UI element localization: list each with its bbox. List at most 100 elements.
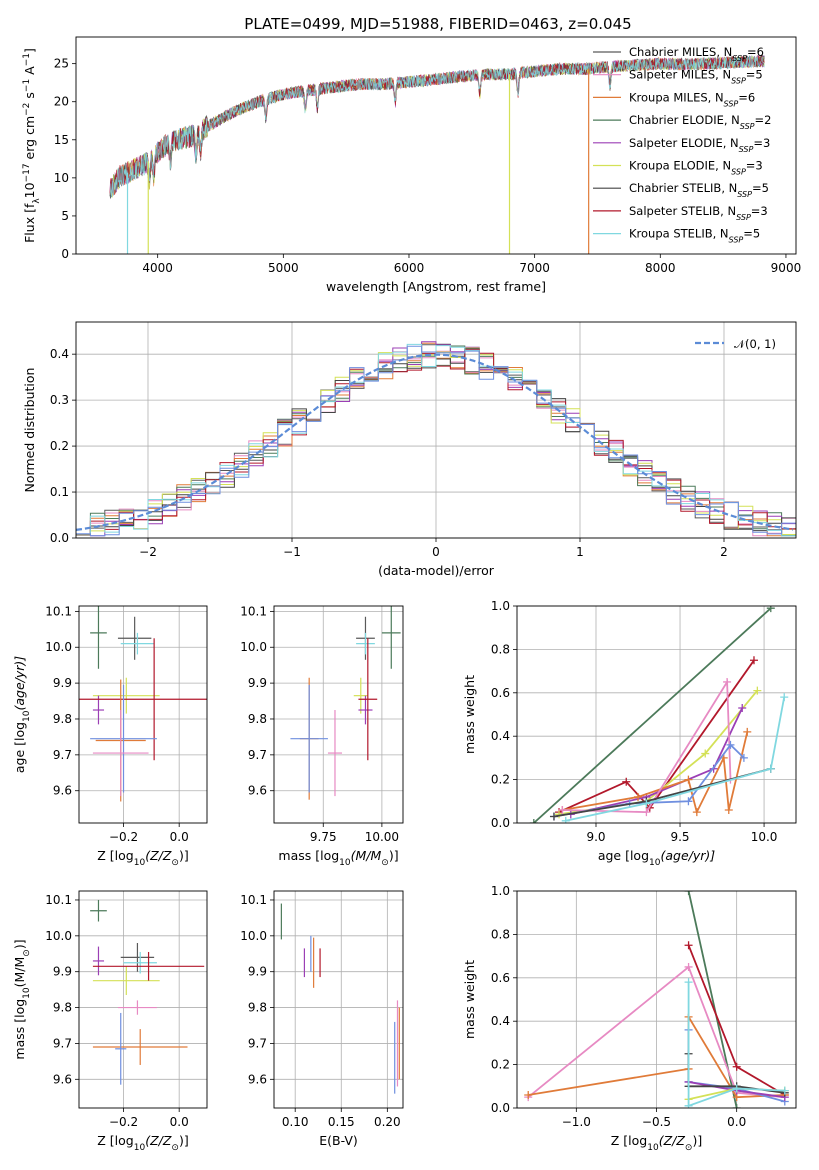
x-tick-label: 0.0 xyxy=(170,830,189,844)
y-tick-label: 9.8 xyxy=(53,712,72,726)
x-tick-label: 0.10 xyxy=(282,1115,309,1129)
legend-entry: Chabrier ELODIE, NSSP=2 xyxy=(629,113,771,131)
legend-entry: Salpeter ELODIE, NSSP=3 xyxy=(629,136,770,154)
label-part: (age/yr)] xyxy=(660,848,715,863)
weight-marker xyxy=(684,978,693,987)
plot-area xyxy=(90,899,205,1085)
label-part: Salpeter MILES, N xyxy=(629,68,731,82)
weight-marker xyxy=(732,1062,741,1071)
label-part: =3 xyxy=(751,204,768,218)
label-part: 10 xyxy=(22,710,32,722)
y-tick-label: 5 xyxy=(61,209,69,223)
label-part: )] xyxy=(12,939,27,949)
y-tick-label: 0.2 xyxy=(491,1058,510,1072)
label-part: Z [log xyxy=(611,1133,647,1148)
weight-marker xyxy=(766,606,775,613)
label-part: age [log xyxy=(598,848,649,863)
weight-marker xyxy=(723,677,732,686)
x-tick-label: 8000 xyxy=(645,261,676,275)
weight-marker xyxy=(743,727,752,736)
weight-series-6 xyxy=(562,679,732,814)
y-axis-label: mass weight xyxy=(462,675,477,754)
label-part: Chabrier STELIB, N xyxy=(629,181,737,195)
spectrum-panel: 4000 5000 6000 7000 8000 9000 0 5 10 15 20 25 wavele… xyxy=(22,36,802,294)
axes-frame xyxy=(273,890,404,1109)
y-tick-label: 10.0 xyxy=(240,929,267,943)
label-part: =3 xyxy=(746,159,763,173)
label-part: 10 xyxy=(134,1143,146,1153)
label-part: SSP xyxy=(740,122,755,131)
label-part: λ xyxy=(32,198,42,204)
y-tick-label: 9.8 xyxy=(53,1001,72,1015)
legend-entry: Kroupa MILES, NSSP=6 xyxy=(629,90,755,108)
axes-frame xyxy=(78,605,208,824)
label-part: 10 xyxy=(22,182,37,198)
y-tick-label: 0.6 xyxy=(491,686,510,700)
y-tick-label: 0.2 xyxy=(491,773,510,787)
y-tick-label: 9.7 xyxy=(248,748,267,762)
y-tick-label: 10.1 xyxy=(240,604,267,618)
histogram-series-5 xyxy=(76,341,796,537)
weight-marker xyxy=(622,777,631,786)
label-part: ⊙ xyxy=(685,1143,693,1153)
label-part: Kroupa STELIB, N xyxy=(629,227,729,241)
y-tick-label: 0.0 xyxy=(491,1101,510,1115)
weight-marker xyxy=(780,693,789,702)
weight-marker xyxy=(549,812,558,821)
label-part: 10 xyxy=(134,858,146,868)
label-part: ⊙ xyxy=(381,858,389,868)
x-axis-label: Z [log10(Z/Z⊙)] xyxy=(611,1133,702,1153)
label-part: SSP xyxy=(732,54,747,63)
weight-marker xyxy=(642,799,651,808)
x-tick-label: 4000 xyxy=(142,261,173,275)
y-tick-label: 9.9 xyxy=(248,676,267,690)
label-part: ⊙ xyxy=(171,1143,179,1153)
y-tick-label: 0.0 xyxy=(50,531,69,545)
weight-series-1 xyxy=(533,607,772,823)
label-part: Kroupa MILES, N xyxy=(629,90,724,104)
y-axis-label: Flux [fλ10−17 erg cm−2 s−1 A−1] xyxy=(22,48,42,243)
axes-frame xyxy=(75,36,797,255)
y-tick-label: 0.8 xyxy=(491,927,510,941)
weight-marker xyxy=(766,764,775,773)
axes-frame xyxy=(78,890,208,1109)
y-axis-label: mass [log10(M/M⊙)] xyxy=(12,939,32,1059)
y-tick-label: 9.9 xyxy=(53,676,72,690)
mass-vs-EBV-panel: 0.10 0.15 0.20 9.6 9.7 9.8 9.9 10.0 10.1 E(B-V) xyxy=(240,890,404,1148)
y-tick-label: 9.8 xyxy=(248,712,267,726)
label-part: SSP xyxy=(731,167,746,176)
x-tick-label: 0.15 xyxy=(328,1115,355,1129)
label-part: (age/yr)] xyxy=(12,656,27,711)
weight-marker xyxy=(558,805,567,814)
weight-marker xyxy=(561,816,570,823)
label-part: )] xyxy=(179,1133,189,1148)
weight-marker xyxy=(684,775,693,784)
x-tick-label: 10.0 xyxy=(751,830,778,844)
y-tick-label: 9.6 xyxy=(248,1072,267,1086)
x-tick-label: 7000 xyxy=(519,261,550,275)
y-tick-label: 0.2 xyxy=(50,439,69,453)
weight-marker xyxy=(701,749,710,758)
weight-series-9 xyxy=(687,982,785,1108)
x-tick-label: 0.20 xyxy=(374,1115,401,1129)
weight-marker xyxy=(529,819,538,823)
y-tick-label: 0.4 xyxy=(50,347,69,361)
x-tick-label: 9.0 xyxy=(586,830,605,844)
label-part: mass weight xyxy=(462,960,477,1039)
legend-entry: Kroupa ELODIE, NSSP=3 xyxy=(629,159,763,177)
y-axis-label: age [log10(age/yr)] xyxy=(12,656,32,773)
y-axis-label: Normed distribution xyxy=(22,368,37,493)
x-tick-label: −1 xyxy=(283,545,301,559)
label-part: SSP xyxy=(724,99,739,108)
y-tick-label: 0.4 xyxy=(491,729,510,743)
label-part: =6 xyxy=(747,45,764,59)
x-tick-label: 5000 xyxy=(268,261,299,275)
y-tick-label: 9.6 xyxy=(53,784,72,798)
y-tick-label: 9.7 xyxy=(53,748,72,762)
figure-title: PLATE=0499, MJD=51988, FIBERID=0463, z=0… xyxy=(244,15,631,33)
weight-marker xyxy=(732,1104,741,1108)
label-part: SSP xyxy=(739,144,754,153)
x-tick-label: 9000 xyxy=(771,261,802,275)
y-tick-label: 0.6 xyxy=(491,971,510,985)
label-part: wavelength [Angstrom, rest frame] xyxy=(326,279,546,294)
